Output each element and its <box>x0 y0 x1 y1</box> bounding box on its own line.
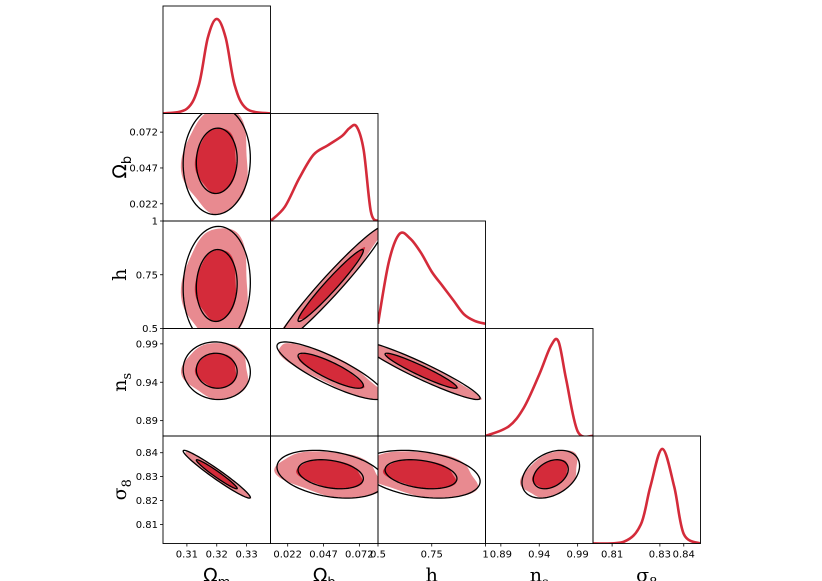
x-tick-label-n_s: 0.99 <box>567 550 589 561</box>
panel-frame-4-0 <box>162 435 271 544</box>
fisher-contour-95 <box>283 227 378 329</box>
fisher-contour-95 <box>378 343 481 401</box>
x-tick-label-Omega_m: 0.33 <box>235 550 257 561</box>
x-tick-label-h: 1 <box>482 550 488 561</box>
y-tick-label-n_s: 0.99 <box>136 339 158 350</box>
joint-panel-Omega_m-Omega_b <box>180 113 251 216</box>
fisher-contour-95 <box>182 113 251 216</box>
fisher-contour-68 <box>297 352 365 389</box>
panel-frame-3-3 <box>485 328 594 437</box>
x-axis-label-h: h <box>426 565 438 581</box>
contour-68-fill <box>531 459 568 489</box>
y-tick-label-Omega_b: 0.047 <box>129 163 158 174</box>
y-axis-label-sigma_8: σ8 <box>109 479 135 500</box>
y-axis-label-n_s: ns <box>109 373 135 392</box>
y-tick-label-sigma_8: 0.83 <box>136 472 158 483</box>
joint-panel-Omega_b-sigma_8 <box>274 449 378 499</box>
x-tick-label-Omega_m: 0.31 <box>176 550 198 561</box>
y-tick-label-sigma_8: 0.81 <box>136 520 158 531</box>
contour-68-fill <box>298 247 366 320</box>
contour-68-fill <box>386 353 459 389</box>
fisher-contour-68 <box>384 352 458 389</box>
marginal-curve-Omega_m <box>163 17 271 114</box>
fisher-contour-95 <box>378 449 481 499</box>
fisher-contour-68 <box>195 127 238 195</box>
y-axis-label-Omega_b: Ωb <box>109 156 135 179</box>
x-tick-label-Omega_b: 0.072 <box>345 550 374 561</box>
x-tick-label-Omega_b: 0.022 <box>273 550 302 561</box>
fisher-contour-95 <box>276 341 378 401</box>
x-tick-label-sigma_8: 0.83 <box>649 550 671 561</box>
contour-68-fill <box>298 353 365 389</box>
joint-panel-Omega_m-sigma_8 <box>182 449 252 499</box>
x-tick-label-n_s: 0.94 <box>528 550 550 561</box>
contour-68-fill <box>194 128 237 195</box>
y-tick-label-Omega_b: 0.072 <box>129 128 158 139</box>
fisher-contour-68 <box>297 248 365 323</box>
y-axis-label-h: h <box>109 269 131 281</box>
fisher-contour-95 <box>276 449 378 499</box>
joint-panel-Omega_b-n_s <box>276 341 378 401</box>
fisher-contour-68 <box>195 459 238 490</box>
fisher-contour-68 <box>195 248 238 323</box>
joint-panel-h-n_s <box>378 343 482 401</box>
x-tick-label-n_s: 0.89 <box>490 550 512 561</box>
y-tick-label-sigma_8: 0.84 <box>136 448 158 459</box>
fisher-contour-68 <box>297 459 365 490</box>
x-tick-label-Omega_b: 0.047 <box>309 550 338 561</box>
contour-68-fill <box>296 459 363 490</box>
x-axis-label-Omega_m: Ωm <box>203 565 230 581</box>
joint-panel-h-sigma_8 <box>378 449 481 499</box>
x-axis-label-Omega_b: Ωb <box>313 565 336 581</box>
contour-68-fill <box>194 353 237 389</box>
panel-frame-2-2 <box>377 220 486 329</box>
joint-panel-n_s-sigma_8 <box>519 449 581 499</box>
marginal-curve-n_s <box>485 337 593 436</box>
x-tick-label-sigma_8: 0.84 <box>673 550 695 561</box>
y-tick-label-sigma_8: 0.82 <box>136 496 158 507</box>
x-axis-label-sigma_8: σ8 <box>636 565 657 581</box>
fisher-contour-95 <box>182 449 252 499</box>
contour-68-fill <box>382 459 457 490</box>
marginal-curve-sigma_8 <box>593 447 701 544</box>
x-tick-label-Omega_m: 0.32 <box>206 550 228 561</box>
contour-68-fill <box>194 249 237 323</box>
joint-panel-Omega_m-h <box>180 225 251 329</box>
joint-panel-Omega_m-n_s <box>180 341 251 401</box>
marginal-curve-Omega_b <box>270 123 378 221</box>
x-tick-label-h: 0.5 <box>370 550 386 561</box>
joint-panel-Omega_b-h <box>282 227 378 329</box>
fisher-contour-68 <box>195 352 238 389</box>
panel-frame-0-0 <box>162 5 271 114</box>
fisher-contour-68 <box>532 459 569 490</box>
y-tick-label-h: 0.5 <box>142 324 158 335</box>
contour-68-fill <box>197 460 239 490</box>
panel-frame-2-1 <box>270 220 379 329</box>
y-tick-label-h: 1 <box>152 217 158 228</box>
x-tick-label-h: 0.75 <box>421 550 443 561</box>
x-axis-label-n_s: ns <box>530 565 549 581</box>
fisher-contour-95 <box>182 341 251 401</box>
y-tick-label-n_s: 0.94 <box>136 378 158 389</box>
marginal-curve-h <box>378 231 486 326</box>
x-tick-label-sigma_8: 0.81 <box>601 550 623 561</box>
y-tick-label-n_s: 0.89 <box>136 416 158 427</box>
y-tick-label-h: 0.75 <box>136 270 158 281</box>
panel-frame-4-4 <box>592 435 701 544</box>
y-tick-label-Omega_b: 0.022 <box>129 199 158 210</box>
fisher-contour-68 <box>384 459 458 490</box>
fisher-contour-95 <box>521 449 581 499</box>
